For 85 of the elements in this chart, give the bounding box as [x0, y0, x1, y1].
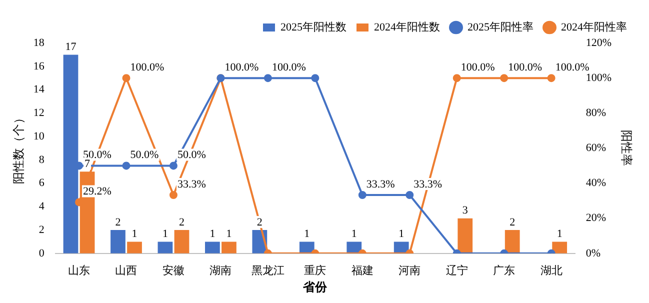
bar: [205, 242, 220, 254]
bar: [299, 242, 314, 254]
point: [169, 191, 178, 200]
y2-tick-label: 0%: [586, 247, 601, 260]
y-tick-label: 6: [38, 177, 45, 190]
data-label: 2: [256, 216, 262, 228]
x-tick-label: 湖北: [540, 264, 562, 277]
y-axis-title: 阳性数（个）: [11, 112, 26, 184]
y-tick-label: 14: [33, 84, 45, 96]
y-tick-label: 18: [33, 36, 45, 49]
data-label: 100.0%: [224, 61, 259, 74]
data-label: 33.3%: [366, 178, 395, 190]
y2-tick-label: 120%: [586, 36, 612, 49]
data-label: 1: [226, 228, 232, 240]
data-label: 17: [65, 41, 77, 54]
y-tick-label: 4: [38, 200, 45, 213]
data-label: 100.0%: [555, 61, 590, 74]
x-tick-label: 安徽: [162, 264, 184, 277]
x-tick-label: 辽宁: [446, 264, 468, 277]
bar: [552, 242, 568, 254]
data-label: 29.2%: [83, 186, 112, 198]
data-label: 2: [115, 216, 121, 228]
x-tick-label: 重庆: [304, 264, 326, 277]
point: [122, 74, 130, 82]
y2-axis-title: 阳性率: [620, 130, 634, 166]
y2-tick-label: 60%: [586, 142, 606, 154]
bar: [174, 230, 190, 254]
data-label: 1: [556, 228, 562, 240]
data-label: 100.0%: [272, 61, 306, 74]
data-label: 100.0%: [460, 61, 495, 74]
bar: [110, 230, 126, 254]
y2-tick-label: 100%: [586, 72, 612, 84]
data-label: 50.0%: [177, 149, 206, 162]
data-label: 1: [162, 228, 168, 240]
x-tick-label: 福建: [351, 264, 374, 277]
point: [122, 162, 130, 170]
point: [500, 74, 508, 82]
data-label: 1: [132, 228, 138, 240]
data-label: 2: [510, 216, 516, 228]
bar: [346, 242, 362, 254]
legend-label: 2024年阳性数: [374, 21, 440, 34]
y2-tick-label: 80%: [586, 107, 606, 120]
point: [264, 74, 272, 82]
point: [311, 74, 320, 82]
data-label: 7: [84, 158, 91, 170]
x-tick-label: 黑龙江: [251, 264, 284, 277]
point: [169, 162, 178, 170]
point: [358, 191, 366, 200]
bar: [127, 242, 142, 254]
x-axis-title: 省份: [302, 280, 328, 294]
legend-label: 2025年阳性率: [468, 20, 534, 34]
x-tick-label: 河南: [398, 264, 421, 277]
legend-label: 2025年阳性数: [280, 21, 346, 34]
data-label: 50.0%: [130, 149, 159, 162]
bar: [394, 242, 409, 254]
y-tick-label: 16: [33, 60, 45, 72]
y-tick-label: 12: [33, 107, 44, 120]
point: [406, 191, 414, 200]
data-label: 1: [210, 228, 216, 240]
data-label: 33.3%: [414, 178, 442, 190]
point: [547, 74, 556, 82]
data-label: 1: [351, 228, 357, 240]
y-tick-label: 0: [38, 247, 45, 260]
data-label: 2: [178, 216, 184, 228]
bar: [158, 242, 173, 254]
x-tick-label: 广东: [493, 264, 516, 277]
data-label: 100.0%: [130, 61, 164, 74]
x-tick-label: 湖南: [210, 264, 232, 277]
data-label: 33.3%: [177, 178, 206, 190]
data-label: 3: [462, 204, 468, 217]
legend-label: 2024年阳性率: [561, 20, 627, 34]
x-tick-label: 山东: [68, 264, 90, 277]
data-label: 1: [398, 228, 404, 240]
y2-tick-label: 20%: [586, 212, 606, 224]
data-label: 100.0%: [508, 61, 542, 74]
x-tick-label: 山西: [115, 264, 138, 277]
bar: [458, 218, 473, 254]
y-tick-label: 2: [38, 224, 44, 236]
bar: [504, 230, 520, 254]
y-tick-label: 10: [33, 130, 45, 142]
y-tick-label: 8: [38, 154, 45, 166]
point: [452, 74, 461, 82]
data-label: 1: [304, 228, 310, 240]
y2-tick-label: 40%: [586, 177, 606, 190]
bar: [222, 242, 236, 254]
